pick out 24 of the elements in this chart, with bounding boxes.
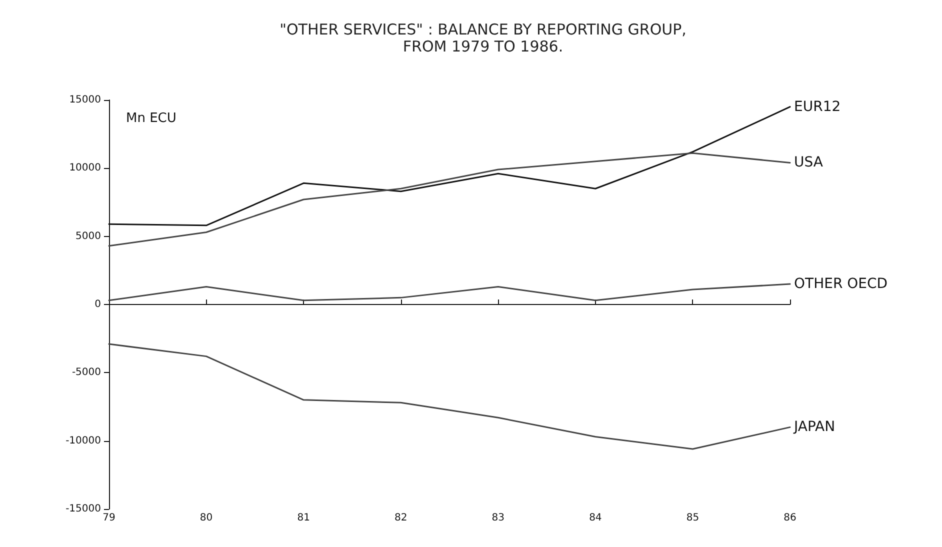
x-tick-label: 83 bbox=[492, 512, 505, 524]
x-tick-label: 85 bbox=[686, 512, 700, 524]
series-label: EUR12 bbox=[794, 98, 841, 115]
y-tick-label: 10000 bbox=[69, 162, 101, 174]
y-tick-label: 15000 bbox=[69, 94, 101, 106]
series-label: JAPAN bbox=[793, 419, 836, 436]
x-tick-label: 84 bbox=[589, 512, 602, 524]
y-tick-label: 5000 bbox=[76, 230, 101, 242]
series-label: OTHER OECD bbox=[794, 276, 888, 292]
line-series bbox=[108, 343, 791, 450]
y-tick-label: 0 bbox=[94, 299, 101, 310]
chart-title: "OTHER SERVICES" : BALANCE BY REPORTING GROUP, FROM 1979 TO 1986. bbox=[280, 20, 686, 56]
y-tick-label: -5000 bbox=[72, 367, 101, 378]
x-tick-label: 79 bbox=[102, 512, 116, 524]
y-tick-label: -15000 bbox=[66, 504, 101, 514]
x-tick-label: 81 bbox=[297, 512, 310, 524]
x-tick-label: 80 bbox=[200, 512, 213, 524]
x-tick-label: 86 bbox=[784, 512, 796, 524]
y-tick-label: -10000 bbox=[66, 435, 101, 446]
line-series bbox=[108, 283, 791, 302]
x-tick-label: 82 bbox=[394, 512, 408, 524]
y-axis-title: Mn ECU bbox=[126, 111, 176, 126]
series-label: USA bbox=[794, 154, 824, 171]
line-series bbox=[108, 152, 791, 247]
